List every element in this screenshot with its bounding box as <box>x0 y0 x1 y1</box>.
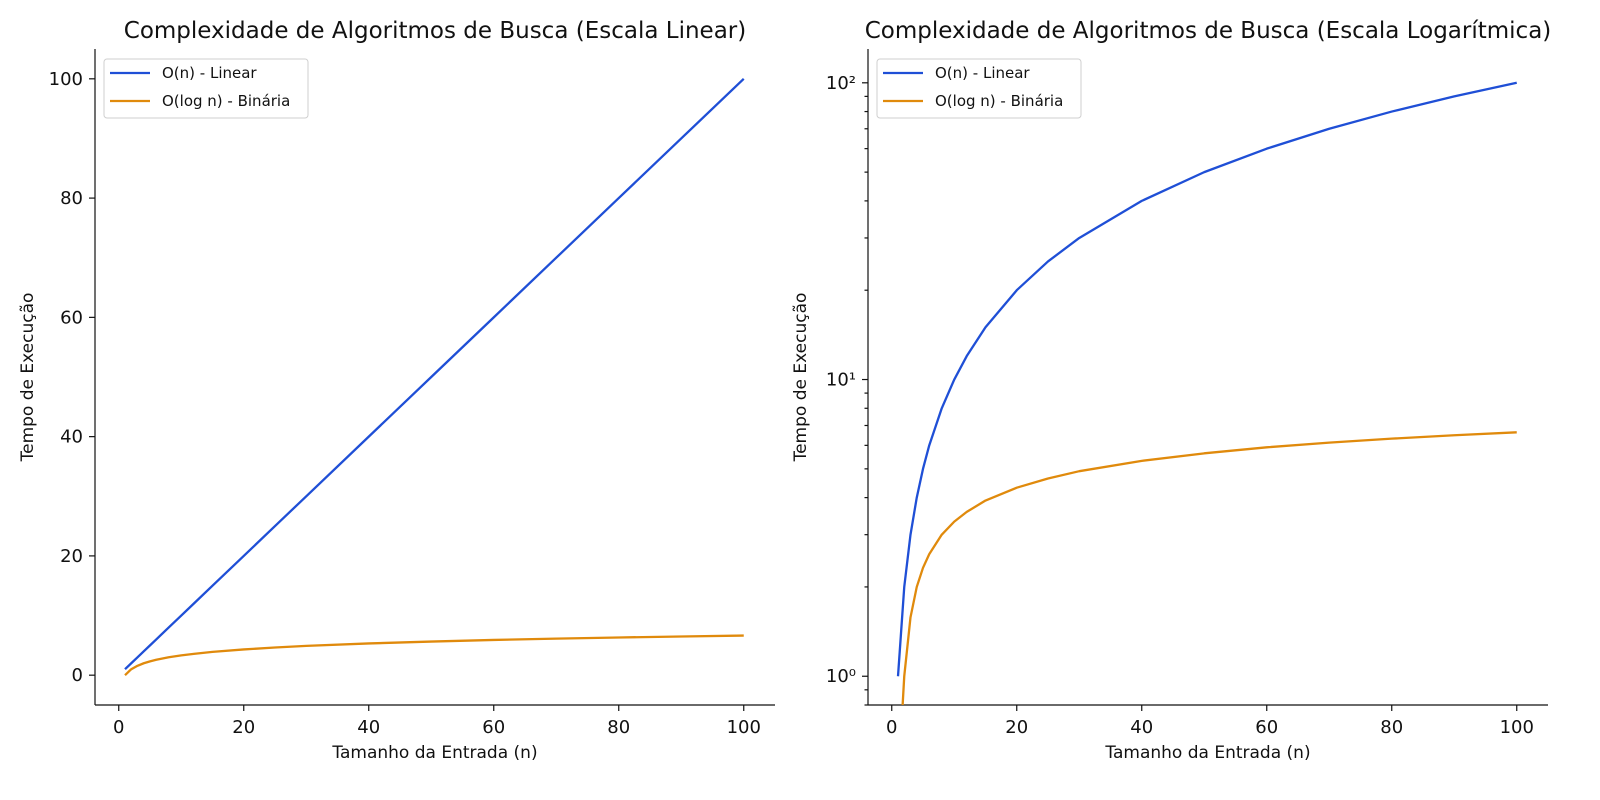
chart-1-legend-box <box>103 58 309 119</box>
chart-2-x-tick-label: 0 <box>886 717 897 738</box>
chart-2-legend-box <box>876 58 1082 119</box>
chart-2-series-line-binary <box>901 431 1517 705</box>
chart-2: Complexidade de Algoritmos de Busca (Esc… <box>791 18 1551 763</box>
chart-1-y-tick-label: 100 <box>49 69 83 90</box>
chart-1-legend-label: O(log n) - Binária <box>162 92 290 110</box>
chart-2-y-tick-label: 10⁰ <box>826 666 856 687</box>
chart-1-x-tick-label: 80 <box>607 717 630 738</box>
chart-1-x-tick-label: 40 <box>357 717 380 738</box>
chart-2-series-line-linear <box>896 81 1517 677</box>
chart-1-x-tick-label: 60 <box>482 717 505 738</box>
chart-2-x-tick-label: 100 <box>1500 717 1534 738</box>
chart-1-y-tick-label: 40 <box>60 427 83 448</box>
chart-1-x-tick-label: 100 <box>727 717 761 738</box>
chart-2-y-axis-label: Tempo de Execução <box>791 293 811 463</box>
chart-1-title: Complexidade de Algoritmos de Busca (Esc… <box>124 18 746 44</box>
chart-2-legend: O(n) - Linear O(log n) - Binária <box>876 58 1082 119</box>
chart-1-y-tick-label: 0 <box>72 665 83 686</box>
chart-2-x-tick-label: 60 <box>1255 717 1278 738</box>
chart-1-series-line-linear <box>124 77 745 671</box>
chart-2-x-tick-label: 40 <box>1130 717 1153 738</box>
chart-2-y-tick-label: 10¹ <box>826 370 856 391</box>
chart-1-y-tick-label: 80 <box>60 188 83 209</box>
chart-2-x-axis-label: Tamanho da Entrada (n) <box>1104 743 1310 763</box>
chart-1: Complexidade de Algoritmos de Busca (Esc… <box>18 18 775 763</box>
chart-2-title: Complexidade de Algoritmos de Busca (Esc… <box>865 18 1552 44</box>
chart-1-legend: O(n) - Linear O(log n) - Binária <box>103 58 309 119</box>
chart-1-y-tick-label: 60 <box>60 307 83 328</box>
chart-2-legend-label: O(log n) - Binária <box>935 92 1063 110</box>
chart-2-x-tick-label: 20 <box>1005 717 1028 738</box>
chart-1-x-axis-label: Tamanho da Entrada (n) <box>331 743 537 763</box>
chart-2-legend-label: O(n) - Linear <box>935 64 1030 82</box>
chart-1-series-line-binary <box>124 634 744 677</box>
chart-1-y-tick-label: 20 <box>60 546 83 567</box>
chart-1-y-axis-label: Tempo de Execução <box>18 293 38 463</box>
chart-1-x-tick-label: 0 <box>113 717 124 738</box>
chart-2-y-tick-label: 10² <box>826 73 856 94</box>
chart-1-x-tick-label: 20 <box>232 717 255 738</box>
chart-1-legend-label: O(n) - Linear <box>162 64 257 82</box>
chart-2-x-tick-label: 80 <box>1380 717 1403 738</box>
